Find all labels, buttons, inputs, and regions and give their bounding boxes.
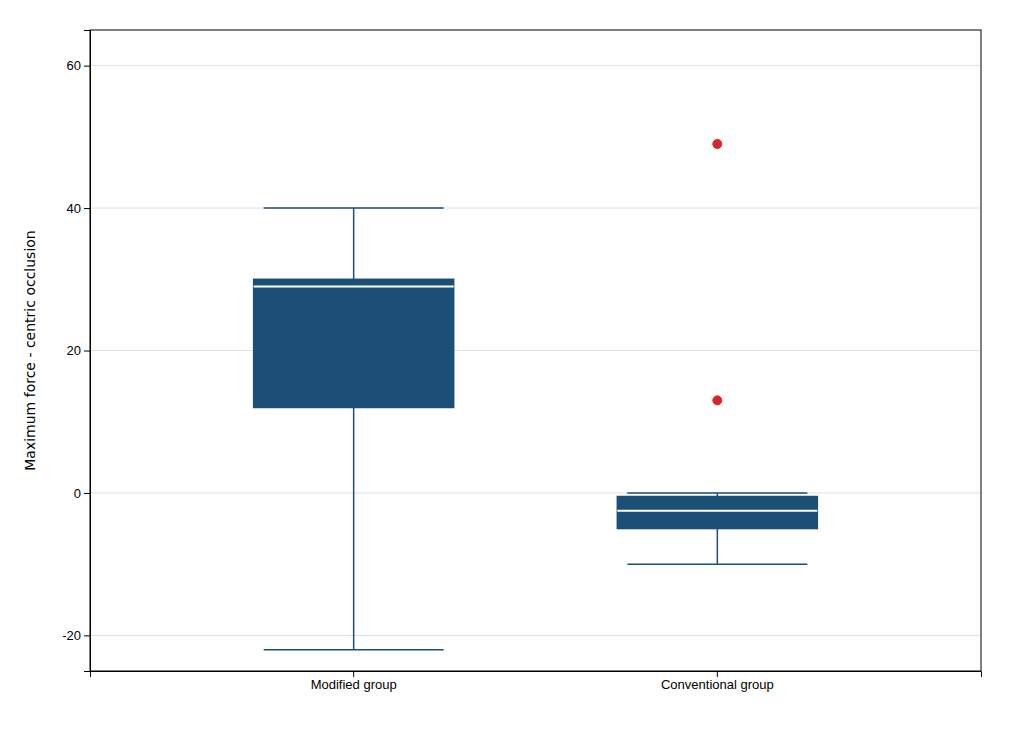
boxes xyxy=(254,139,818,649)
outlier xyxy=(713,396,722,405)
plot-frame xyxy=(90,30,981,671)
whisker-high xyxy=(353,208,355,279)
y-tick: 60 xyxy=(67,58,90,73)
y-tick-mark xyxy=(84,208,90,209)
plot: -20 0 20 40 60 Modified group Conventional gro… xyxy=(62,30,981,692)
y-tick: 20 xyxy=(67,343,90,358)
grid-line xyxy=(90,635,981,636)
y-tick-label: -20 xyxy=(62,628,81,643)
grid-line xyxy=(90,350,981,351)
whisker-cap-high xyxy=(264,207,444,209)
whisker-cap-high xyxy=(627,492,807,494)
y-axis-title: Maximum force - centric occlusion xyxy=(22,230,38,470)
grid-line xyxy=(90,65,981,66)
grid xyxy=(90,66,981,636)
outlier xyxy=(713,139,722,148)
box-group xyxy=(254,208,454,650)
x-tick-mark xyxy=(353,671,354,677)
y-tick-mark xyxy=(84,66,90,67)
whisker-low xyxy=(353,407,355,649)
y-tick-label: 60 xyxy=(67,58,81,73)
y-axis: -20 0 20 40 60 xyxy=(62,31,90,672)
whisker-low xyxy=(717,529,719,565)
whisker-cap-low xyxy=(627,563,807,565)
box xyxy=(254,279,454,407)
y-tick: 0 xyxy=(74,486,90,501)
x-tick-mark xyxy=(717,671,718,677)
y-tick: -20 xyxy=(62,628,90,643)
x-axis-line xyxy=(91,672,982,678)
y-tick-label: 0 xyxy=(74,486,81,501)
whisker-cap-low xyxy=(264,649,444,651)
x-tick: Conventional group xyxy=(661,671,774,692)
y-tick-mark xyxy=(84,493,90,494)
y-tick-label: 40 xyxy=(67,201,81,216)
x-tick-label: Modified group xyxy=(311,677,397,692)
median-line xyxy=(617,510,817,512)
y-tick-label: 20 xyxy=(67,343,81,358)
chart: -20 0 20 40 60 Modified group Conventional gro… xyxy=(0,0,1011,731)
y-tick-mark xyxy=(84,635,90,636)
x-axis: Modified group Conventional group xyxy=(91,671,982,692)
y-tick-mark xyxy=(84,351,90,352)
box xyxy=(617,497,817,529)
box-group xyxy=(617,139,817,564)
grid-line xyxy=(90,492,981,493)
x-tick-label: Conventional group xyxy=(661,677,774,692)
y-tick: 40 xyxy=(67,201,90,216)
grid-line xyxy=(90,208,981,209)
x-tick: Modified group xyxy=(311,671,397,692)
median-line xyxy=(254,285,454,287)
